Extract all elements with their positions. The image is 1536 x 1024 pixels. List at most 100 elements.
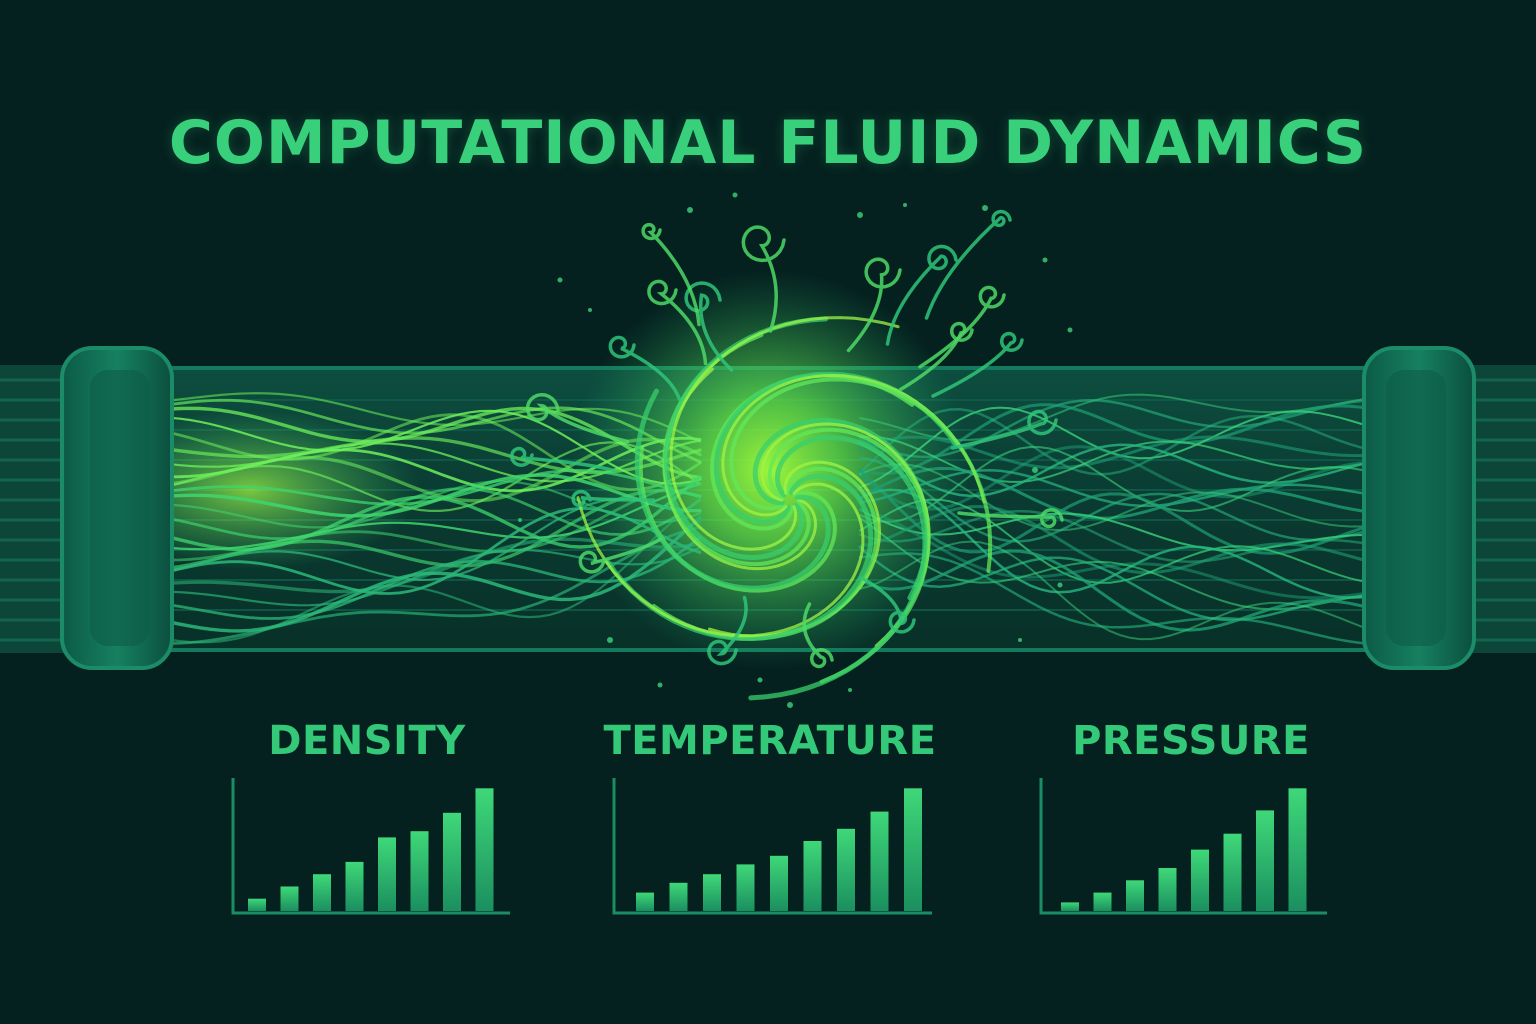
splash-curl bbox=[898, 321, 974, 392]
streamline-right bbox=[859, 540, 1401, 641]
vortex-arm bbox=[669, 316, 900, 551]
streamline-right bbox=[858, 445, 1402, 511]
chart-axis bbox=[612, 778, 932, 915]
streamline-left bbox=[128, 483, 702, 551]
charts-area bbox=[231, 778, 1327, 915]
bar-2 bbox=[1093, 892, 1112, 911]
chart-temperature bbox=[612, 778, 932, 915]
streamline-right bbox=[858, 469, 1402, 508]
vortex-arm bbox=[576, 482, 865, 638]
splash-curl bbox=[525, 392, 630, 444]
bar-4 bbox=[345, 861, 364, 911]
splash-curl bbox=[802, 602, 834, 669]
bar-7 bbox=[443, 812, 461, 911]
streamline-left bbox=[128, 398, 702, 464]
streamline-right bbox=[858, 435, 1402, 470]
streamline-right bbox=[858, 552, 1402, 646]
streamline-right bbox=[859, 445, 1401, 523]
streamline-left bbox=[128, 413, 702, 492]
bar-2 bbox=[669, 882, 688, 911]
vortex-arm bbox=[604, 473, 874, 641]
streamline-right bbox=[859, 406, 1401, 489]
bar-8 bbox=[870, 811, 889, 911]
streamline-right bbox=[858, 408, 1402, 476]
streamline-left bbox=[128, 516, 702, 633]
streamline-right bbox=[859, 516, 1401, 611]
chart-axis bbox=[231, 778, 510, 915]
streamline-right bbox=[858, 488, 1402, 599]
bar-7 bbox=[837, 828, 855, 911]
splash-curls bbox=[509, 209, 1064, 669]
bar-5 bbox=[770, 855, 788, 911]
splash-curl bbox=[684, 281, 734, 372]
droplet bbox=[1032, 467, 1038, 473]
vortex-arm bbox=[729, 377, 993, 573]
droplet bbox=[657, 682, 663, 688]
streamline-right bbox=[859, 463, 1401, 532]
bar-3 bbox=[703, 874, 721, 911]
streamline-left bbox=[128, 473, 702, 518]
chart-title-pressure: PRESSURE bbox=[1072, 718, 1310, 764]
streamline-right bbox=[858, 403, 1402, 476]
bar-7 bbox=[1256, 810, 1274, 911]
bar-6 bbox=[1223, 833, 1242, 911]
bar-8 bbox=[475, 788, 494, 911]
bar-4 bbox=[736, 864, 755, 911]
streamline-right bbox=[858, 466, 1402, 520]
streamline-left bbox=[128, 409, 702, 485]
droplet bbox=[857, 212, 863, 218]
splash-curl bbox=[608, 335, 682, 402]
droplet bbox=[1018, 638, 1022, 642]
chart-axis bbox=[1039, 778, 1327, 915]
streamline-left bbox=[128, 537, 702, 594]
vortex-arm bbox=[748, 435, 928, 701]
bar-6 bbox=[410, 831, 429, 911]
pipe-flange-right bbox=[1362, 346, 1476, 670]
streamline-left bbox=[128, 525, 702, 646]
chart-title-density: DENSITY bbox=[268, 718, 466, 764]
splash-curl bbox=[578, 537, 662, 574]
page-title: COMPUTATIONAL FLUID DYNAMICS bbox=[168, 108, 1368, 178]
chart-title-temperature: TEMPERATURE bbox=[603, 718, 937, 764]
splash-curl bbox=[924, 209, 1012, 320]
bar-3 bbox=[313, 874, 331, 911]
bar-6 bbox=[803, 841, 822, 911]
droplet bbox=[557, 277, 563, 283]
droplet bbox=[1057, 582, 1063, 588]
bar-3 bbox=[1126, 880, 1144, 911]
droplets bbox=[518, 192, 1073, 708]
droplet bbox=[848, 688, 852, 692]
splash-curl bbox=[918, 285, 1006, 369]
bar-2 bbox=[280, 886, 299, 911]
bar-5 bbox=[1191, 849, 1209, 911]
streamlines bbox=[128, 392, 1402, 646]
droplet bbox=[518, 518, 522, 522]
bar-1 bbox=[636, 892, 654, 911]
splash-curl bbox=[957, 508, 1064, 529]
vortex-arm bbox=[663, 316, 829, 561]
streamline-right bbox=[858, 546, 1402, 622]
chart-density bbox=[231, 778, 510, 915]
splash-curl bbox=[859, 576, 916, 634]
streamline-right bbox=[859, 498, 1401, 586]
bar-1 bbox=[1061, 902, 1079, 911]
chart-pressure bbox=[1039, 778, 1327, 915]
streamline-right bbox=[858, 507, 1402, 600]
pipe-stub-left bbox=[0, 365, 70, 653]
bar-1 bbox=[248, 898, 266, 911]
droplet bbox=[588, 308, 592, 312]
streamline-left bbox=[128, 506, 702, 595]
droplet bbox=[757, 677, 763, 683]
pipe-flange-left bbox=[60, 346, 174, 670]
streamline-right bbox=[858, 509, 1402, 563]
droplet bbox=[982, 205, 988, 211]
streamline-right bbox=[858, 504, 1402, 575]
bar-9 bbox=[904, 788, 922, 911]
droplet bbox=[787, 702, 793, 708]
bar-4 bbox=[1158, 868, 1177, 911]
bar-8 bbox=[1288, 788, 1307, 911]
droplet bbox=[607, 637, 613, 643]
streamline-right bbox=[858, 549, 1402, 632]
splash-curl bbox=[950, 409, 1058, 450]
